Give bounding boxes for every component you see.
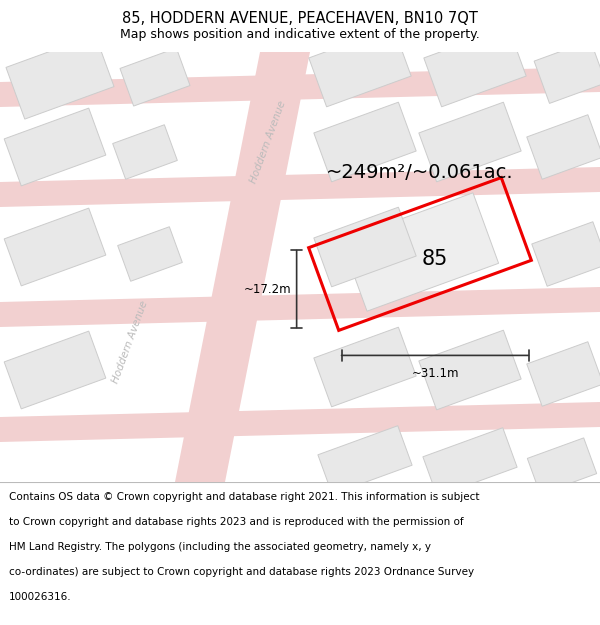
Polygon shape — [4, 108, 106, 186]
Polygon shape — [527, 438, 596, 494]
Polygon shape — [424, 27, 526, 107]
Text: 85, HODDERN AVENUE, PEACEHAVEN, BN10 7QT: 85, HODDERN AVENUE, PEACEHAVEN, BN10 7QT — [122, 11, 478, 26]
Polygon shape — [175, 52, 310, 482]
Text: ~249m²/~0.061ac.: ~249m²/~0.061ac. — [326, 162, 514, 181]
Polygon shape — [0, 167, 600, 207]
Text: Hoddern Avenue: Hoddern Avenue — [248, 99, 287, 184]
Polygon shape — [341, 193, 499, 311]
Polygon shape — [419, 102, 521, 182]
Polygon shape — [527, 342, 600, 406]
Polygon shape — [118, 227, 182, 281]
Polygon shape — [6, 35, 114, 119]
Polygon shape — [4, 208, 106, 286]
Polygon shape — [534, 41, 600, 103]
Polygon shape — [309, 27, 411, 107]
Text: Map shows position and indicative extent of the property.: Map shows position and indicative extent… — [120, 28, 480, 41]
Text: ~31.1m: ~31.1m — [411, 368, 459, 381]
Polygon shape — [314, 327, 416, 407]
Polygon shape — [314, 207, 416, 287]
Text: Hoddern Avenue: Hoddern Avenue — [110, 299, 149, 384]
Polygon shape — [532, 222, 600, 286]
Polygon shape — [318, 426, 412, 494]
Polygon shape — [120, 48, 190, 106]
Polygon shape — [419, 330, 521, 410]
Polygon shape — [423, 428, 517, 496]
Polygon shape — [4, 331, 106, 409]
Polygon shape — [314, 102, 416, 182]
Polygon shape — [527, 115, 600, 179]
Text: 85: 85 — [422, 249, 448, 269]
Text: 100026316.: 100026316. — [9, 592, 71, 602]
Text: HM Land Registry. The polygons (including the associated geometry, namely x, y: HM Land Registry. The polygons (includin… — [9, 542, 431, 552]
Polygon shape — [0, 67, 600, 107]
Text: Contains OS data © Crown copyright and database right 2021. This information is : Contains OS data © Crown copyright and d… — [9, 492, 479, 502]
Text: ~17.2m: ~17.2m — [244, 282, 292, 296]
Text: co-ordinates) are subject to Crown copyright and database rights 2023 Ordnance S: co-ordinates) are subject to Crown copyr… — [9, 567, 474, 577]
Polygon shape — [0, 402, 600, 442]
Polygon shape — [0, 287, 600, 327]
Polygon shape — [113, 125, 178, 179]
Text: to Crown copyright and database rights 2023 and is reproduced with the permissio: to Crown copyright and database rights 2… — [9, 517, 464, 527]
